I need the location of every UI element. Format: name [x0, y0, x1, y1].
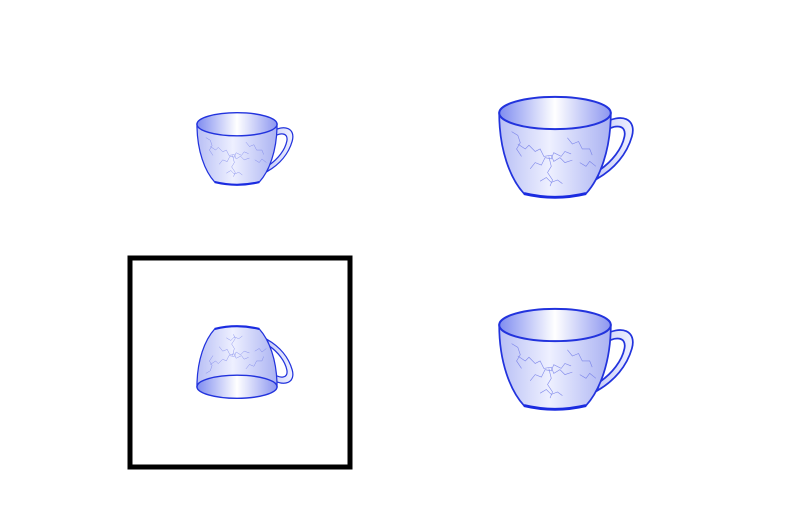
cup[interactable] — [497, 95, 635, 199]
cup-upside-down[interactable] — [195, 325, 294, 400]
cup[interactable] — [195, 111, 294, 186]
selection-box — [127, 255, 353, 470]
cup[interactable] — [497, 307, 635, 411]
